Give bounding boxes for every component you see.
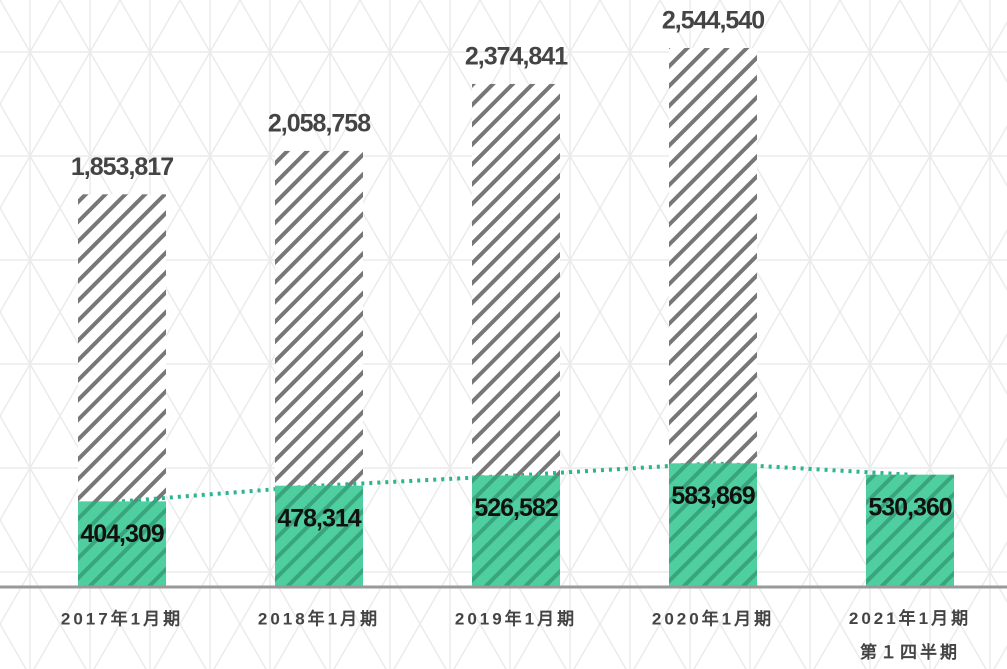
bar [866,474,954,587]
value-label: 583,869 [671,482,754,510]
x-tick-label: 2019年1月期 [455,608,577,628]
bar [669,463,757,587]
trend-line [121,461,911,504]
bar [78,501,166,587]
bar [472,475,560,587]
x-tick-label: 2021年1月期第１四半期 [849,608,971,662]
value-label: 404,309 [80,520,163,548]
value-label: 2,544,540 [662,7,764,35]
bar [275,485,363,587]
label-line: 2021年1月期 [849,608,971,628]
value-label: 478,314 [277,504,361,532]
value-label: 2,058,758 [268,110,371,138]
value-label: 530,360 [868,493,951,521]
x-tick-label: 2018年1月期 [258,608,380,628]
label-line: 第１四半期 [860,642,960,662]
x-tick-label: 2020年1月期 [652,608,774,628]
value-label: 526,582 [474,494,557,522]
x-tick-label: 2017年1月期 [61,608,183,628]
value-label: 2,374,841 [465,43,568,71]
value-label: 1,853,817 [71,153,173,181]
